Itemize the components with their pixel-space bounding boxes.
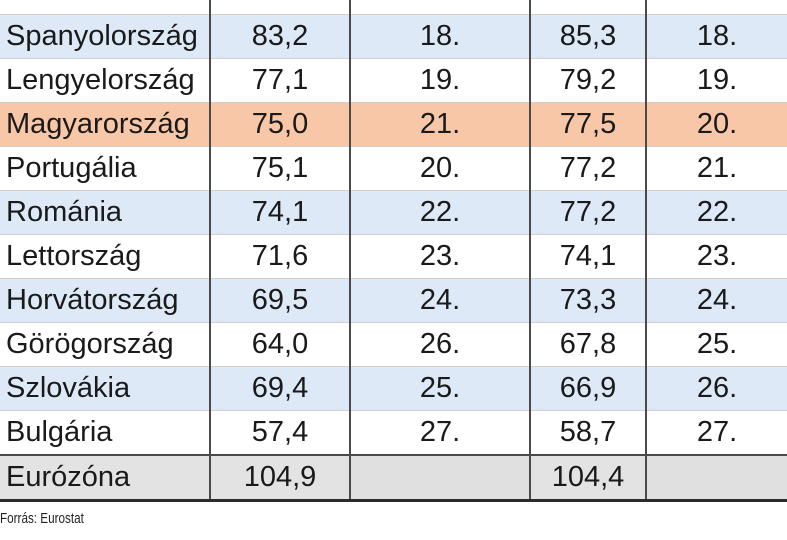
cell-rank-1: 19. bbox=[349, 58, 531, 103]
cell-rank-1: 23. bbox=[349, 234, 531, 279]
cell-country: Spanyolország bbox=[0, 14, 211, 59]
cell-rank-1: 25. bbox=[349, 366, 531, 411]
source-note: Forrás: Eurostat bbox=[0, 510, 84, 527]
cell-country: Görögország bbox=[0, 322, 211, 367]
table-row: Bulgária 57,4 27. 58,7 27. bbox=[0, 410, 787, 456]
cell-value-2: 66,9 bbox=[529, 366, 647, 411]
cell-rank-2: 21. bbox=[645, 146, 787, 191]
cell-country: Portugália bbox=[0, 146, 211, 191]
cell-value-2: 74,1 bbox=[529, 234, 647, 279]
cell-rank bbox=[645, 0, 787, 15]
cell-value-2: 79,2 bbox=[529, 58, 647, 103]
gdp-ranking-table: Spanyolország 83,2 18. 85,3 18. Lengyelország… bbox=[0, 0, 787, 502]
table-row: Spanyolország 83,2 18. 85,3 18. bbox=[0, 14, 787, 59]
cell-country: Románia bbox=[0, 190, 211, 235]
table-row: Lengyelország 77,1 19. 79,2 19. bbox=[0, 58, 787, 103]
cell-empty bbox=[349, 454, 531, 502]
cell-rank-1: 24. bbox=[349, 278, 531, 323]
cell-value-1: 83,2 bbox=[209, 14, 351, 59]
cell-rank-2: 26. bbox=[645, 366, 787, 411]
table-row: Magyarország 75,0 21. 77,5 20. bbox=[0, 102, 787, 147]
cell-value-1: 57,4 bbox=[209, 410, 351, 456]
cell-value-1: 77,1 bbox=[209, 58, 351, 103]
cell-value-1: 104,9 bbox=[209, 454, 351, 502]
cell-rank-1: 27. bbox=[349, 410, 531, 456]
cell-value-1: 69,5 bbox=[209, 278, 351, 323]
table-row: Lettország 71,6 23. 74,1 23. bbox=[0, 234, 787, 279]
table-row: Görögország 64,0 26. 67,8 25. bbox=[0, 322, 787, 367]
cell-value bbox=[209, 0, 351, 15]
cell-rank-1: 18. bbox=[349, 14, 531, 59]
cell-value-1: 75,1 bbox=[209, 146, 351, 191]
table-row-total: Eurózóna 104,9 104,4 bbox=[0, 454, 787, 502]
cell-country: Lettország bbox=[0, 234, 211, 279]
cell-country: Bulgária bbox=[0, 410, 211, 456]
cell-rank-1: 22. bbox=[349, 190, 531, 235]
cell-value-1: 74,1 bbox=[209, 190, 351, 235]
cell-value-2: 67,8 bbox=[529, 322, 647, 367]
cell-rank-2: 24. bbox=[645, 278, 787, 323]
cell-country: Szlovákia bbox=[0, 366, 211, 411]
cell-rank-2: 20. bbox=[645, 102, 787, 147]
cell-rank-1: 26. bbox=[349, 322, 531, 367]
cell-value-1: 64,0 bbox=[209, 322, 351, 367]
cell-country: Lengyelország bbox=[0, 58, 211, 103]
cell-value-2: 104,4 bbox=[529, 454, 647, 502]
cell-rank-1: 20. bbox=[349, 146, 531, 191]
table-row: Horvátország 69,5 24. 73,3 24. bbox=[0, 278, 787, 323]
cell-rank-2: 22. bbox=[645, 190, 787, 235]
table-row: Portugália 75,1 20. 77,2 21. bbox=[0, 146, 787, 191]
cell-value-1: 71,6 bbox=[209, 234, 351, 279]
cell-value-2: 77,5 bbox=[529, 102, 647, 147]
cell-value bbox=[529, 0, 647, 15]
cell-country: Magyarország bbox=[0, 102, 211, 147]
table-body: Spanyolország 83,2 18. 85,3 18. Lengyelország… bbox=[0, 0, 787, 502]
cell-value-2: 77,2 bbox=[529, 190, 647, 235]
table-row: Szlovákia 69,4 25. 66,9 26. bbox=[0, 366, 787, 411]
data-table-container: Spanyolország 83,2 18. 85,3 18. Lengyelország… bbox=[0, 0, 787, 502]
cell-rank-2: 27. bbox=[645, 410, 787, 456]
cell-value-2: 85,3 bbox=[529, 14, 647, 59]
table-row: Románia 74,1 22. 77,2 22. bbox=[0, 190, 787, 235]
cell-rank-2: 23. bbox=[645, 234, 787, 279]
cut-off-row bbox=[0, 0, 787, 15]
cell-country bbox=[0, 0, 211, 15]
cell-value-2: 73,3 bbox=[529, 278, 647, 323]
cell-value-2: 58,7 bbox=[529, 410, 647, 456]
cell-country: Eurózóna bbox=[0, 454, 211, 502]
cell-value-1: 69,4 bbox=[209, 366, 351, 411]
cell-country: Horvátország bbox=[0, 278, 211, 323]
cell-rank-1: 21. bbox=[349, 102, 531, 147]
cell-rank-2: 19. bbox=[645, 58, 787, 103]
cell-rank bbox=[349, 0, 531, 15]
cell-empty bbox=[645, 454, 787, 502]
cell-value-2: 77,2 bbox=[529, 146, 647, 191]
cell-value-1: 75,0 bbox=[209, 102, 351, 147]
cell-rank-2: 18. bbox=[645, 14, 787, 59]
cell-rank-2: 25. bbox=[645, 322, 787, 367]
